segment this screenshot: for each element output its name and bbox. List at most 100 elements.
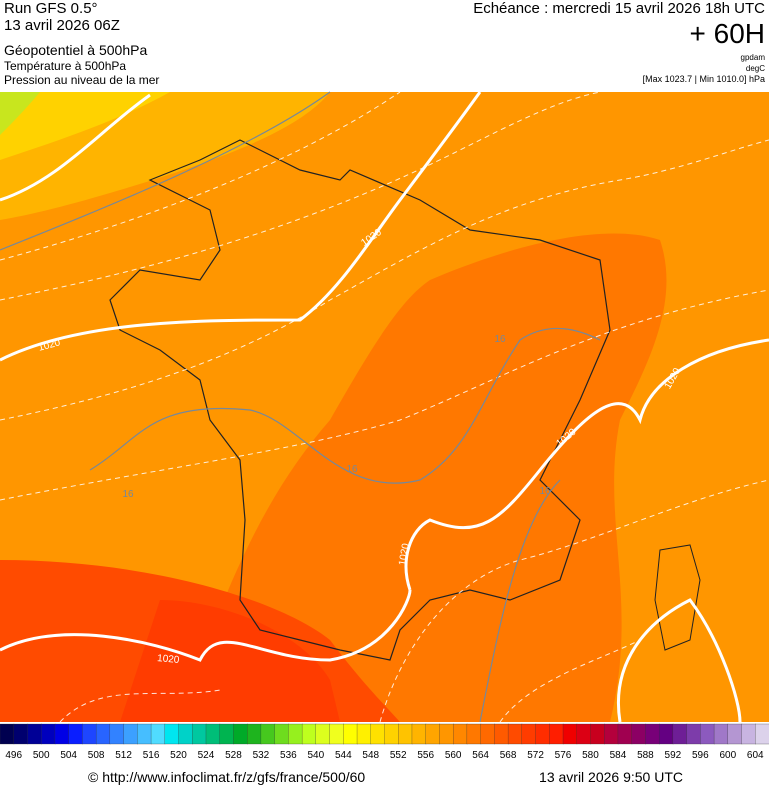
color-swatch [0, 723, 15, 745]
color-swatch [137, 723, 152, 745]
island-outline [654, 544, 701, 651]
forecast-time: Echéance : mercredi 15 avril 2026 18h UT… [473, 0, 765, 17]
color-swatch [713, 723, 729, 745]
contour-label: 16 [346, 464, 358, 475]
color-swatch [425, 723, 441, 745]
color-swatch [755, 723, 769, 745]
color-swatch [658, 723, 674, 745]
field-band [0, 92, 170, 160]
color-swatch [315, 723, 331, 745]
color-swatch [27, 723, 42, 745]
color-swatch [562, 723, 578, 745]
color-swatch [398, 723, 413, 745]
colorbar-label: 596 [692, 750, 709, 761]
colorbar-label: 500 [33, 750, 50, 761]
lead-time: + 60H [690, 18, 766, 49]
color-swatch [54, 723, 70, 745]
color-swatch [604, 723, 619, 745]
color-swatch [631, 723, 647, 745]
colorbar-label: 548 [362, 750, 379, 761]
isotherms-dashed [0, 91, 769, 723]
colorbar-label: 560 [445, 750, 462, 761]
pressure-range: [Max 1023.7 | Min 1010.0] hPa [643, 74, 765, 84]
color-swatch [343, 723, 358, 745]
field-label: Géopotentiel à 500hPa [4, 42, 147, 58]
color-swatch [95, 723, 111, 745]
color-swatch [370, 723, 386, 745]
color-swatch [590, 723, 605, 745]
unit-label: gpdam [741, 53, 766, 62]
colorbar-label: 556 [417, 750, 434, 761]
issued-time: 13 avril 2026 9:50 UTC [539, 769, 683, 785]
isotherm-16 [0, 91, 601, 723]
color-swatch [123, 723, 138, 745]
source-link: © http://www.infoclimat.fr/z/gfs/france/… [88, 769, 365, 785]
color-swatch [260, 723, 276, 745]
color-swatch [68, 723, 84, 745]
color-swatch [288, 723, 303, 745]
colorbar-label: 564 [472, 750, 489, 761]
color-swatch [82, 723, 97, 745]
contour-label: 16 [539, 486, 551, 497]
color-swatch [411, 723, 427, 745]
color-swatch [549, 723, 564, 745]
color-swatch [41, 723, 56, 745]
field-label: Pression au niveau de la mer [4, 73, 159, 87]
isobars [0, 91, 769, 723]
color-swatch [700, 723, 715, 745]
color-swatch [727, 723, 743, 745]
color-swatch [301, 723, 317, 745]
color-swatch [741, 723, 756, 745]
color-swatch [192, 723, 207, 745]
contour-label: 16 [494, 334, 506, 345]
color-swatch [672, 723, 688, 745]
run-title: Run GFS 0.5° [4, 0, 98, 17]
colorbar-label: 532 [253, 750, 270, 761]
color-swatch [507, 723, 523, 745]
color-swatch [439, 723, 454, 745]
color-swatch [453, 723, 468, 745]
colorbar: 496 500 504 508 512 516 520 524 528 532 536 540 544 5… [0, 723, 769, 761]
color-swatch [521, 723, 537, 745]
colorbar-label: 516 [143, 750, 160, 761]
colorbar-label: 576 [555, 750, 572, 761]
colorbar-label: 528 [225, 750, 242, 761]
colorbar-label: 512 [115, 750, 132, 761]
color-swatch [329, 723, 344, 745]
contour-label: 1020 [157, 653, 181, 666]
color-swatch [219, 723, 235, 745]
color-swatch [466, 723, 482, 745]
colorbar-label: 552 [390, 750, 407, 761]
color-swatch [617, 723, 633, 745]
color-swatch [384, 723, 399, 745]
color-swatch [356, 723, 372, 745]
color-swatch [480, 723, 496, 745]
color-swatch [109, 723, 125, 745]
color-swatch [164, 723, 180, 745]
colorbar-label: 540 [307, 750, 324, 761]
colorbar-label: 524 [198, 750, 215, 761]
color-swatch [494, 723, 509, 745]
color-swatch [233, 723, 248, 745]
colorbar-label: 496 [5, 750, 22, 761]
color-swatch [178, 723, 193, 745]
colorbar-label: 544 [335, 750, 352, 761]
contour-label: 1020 [397, 542, 412, 566]
run-date: 13 avril 2026 06Z [4, 17, 120, 34]
colorbar-label: 568 [500, 750, 517, 761]
colorbar-label: 508 [88, 750, 105, 761]
color-swatch [247, 723, 262, 745]
color-swatch [274, 723, 290, 745]
colorbar-label: 588 [637, 750, 654, 761]
color-swatch [150, 723, 166, 745]
colorbar-label: 536 [280, 750, 297, 761]
unit-label: degC [746, 64, 765, 73]
color-swatch [686, 723, 701, 745]
country-outline [109, 139, 611, 661]
colorbar-label: 572 [527, 750, 544, 761]
colorbar-label: 592 [665, 750, 682, 761]
colorbar-label: 600 [719, 750, 736, 761]
color-swatch [576, 723, 592, 745]
contour-label: 16 [122, 489, 134, 500]
